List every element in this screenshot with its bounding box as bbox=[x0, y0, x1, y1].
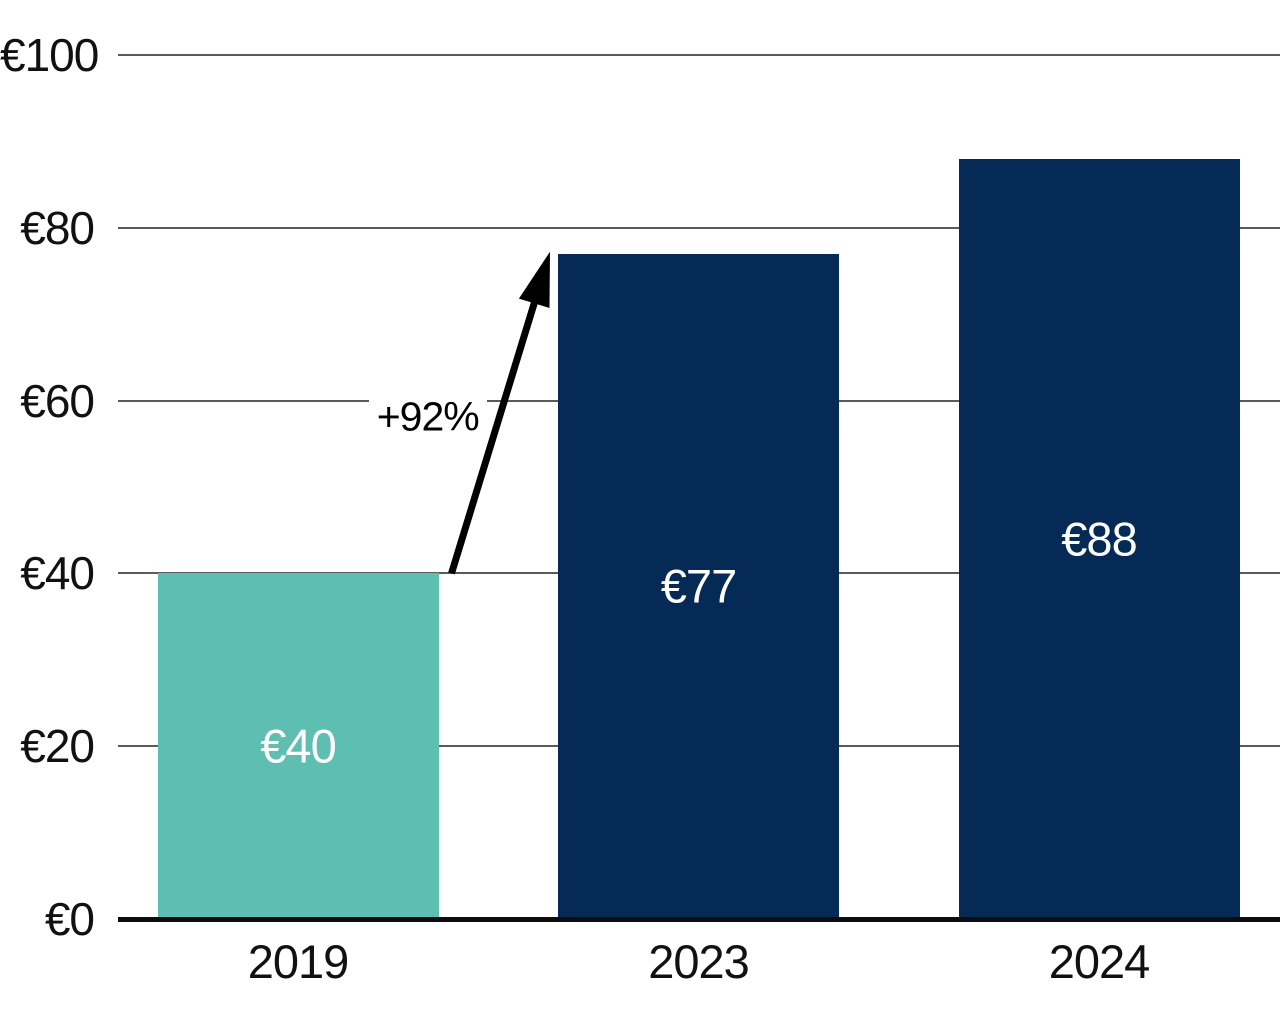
bar-2023 bbox=[558, 253, 839, 919]
y-axis-tick-label: €100 bbox=[0, 29, 99, 81]
x-axis-tick-label: 2023 bbox=[648, 935, 750, 988]
gridline bbox=[118, 54, 1280, 56]
bar-value-label: €77 bbox=[660, 559, 737, 613]
y-axis-tick-label: €20 bbox=[20, 720, 95, 773]
x-axis-tick-label: 2019 bbox=[247, 935, 350, 988]
growth-annotation: +92% bbox=[368, 393, 487, 441]
y-axis-tick-label: €60 bbox=[20, 374, 95, 427]
bar-value-label: €40 bbox=[260, 719, 336, 773]
gridline bbox=[118, 226, 1280, 229]
y-axis-tick-label: €40 bbox=[20, 547, 95, 600]
bar-value-label: €88 bbox=[1061, 512, 1137, 566]
x-axis-line bbox=[118, 917, 1280, 922]
bar-2019 bbox=[157, 573, 439, 919]
y-axis-tick-label: €80 bbox=[20, 201, 95, 254]
x-axis-tick-label: 2024 bbox=[1048, 935, 1151, 988]
bar-2024 bbox=[958, 158, 1240, 919]
y-axis-tick-label: €0 bbox=[44, 893, 95, 945]
